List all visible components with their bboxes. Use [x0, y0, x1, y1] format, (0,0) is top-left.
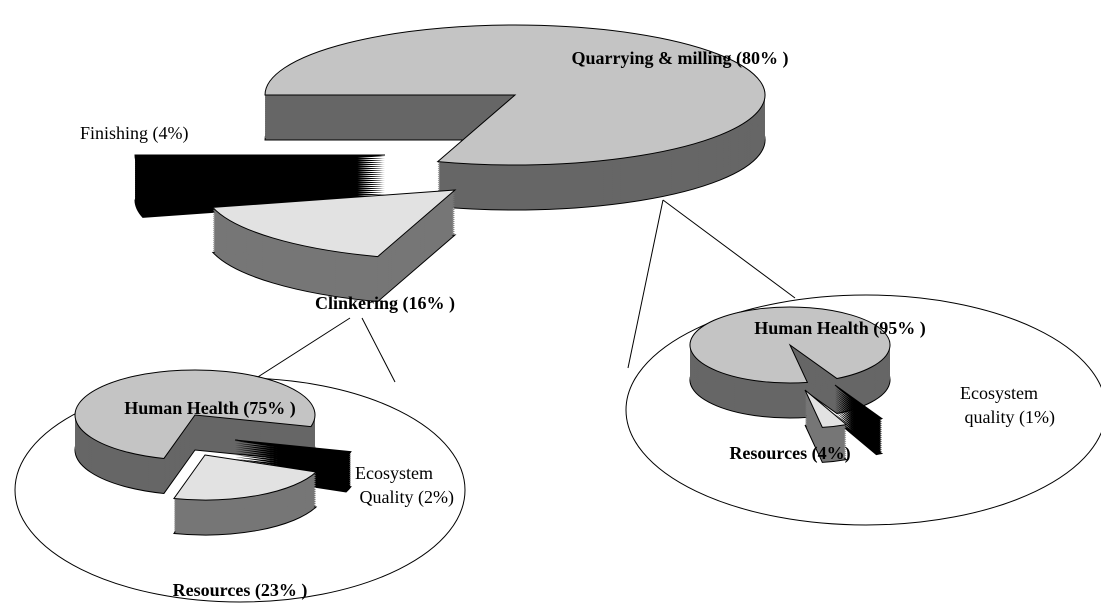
slice-label: Human Health (95% ) — [754, 318, 926, 339]
slice-top — [689, 306, 891, 384]
pie-slice — [74, 369, 316, 494]
connector — [361, 317, 396, 383]
slice-side — [235, 445, 351, 463]
pie-slice — [134, 154, 386, 218]
slice-top — [234, 439, 352, 458]
slice-top — [804, 389, 848, 428]
pie-slice — [264, 24, 766, 211]
connector — [662, 199, 796, 299]
label-line: Ecosystem — [355, 463, 433, 483]
slice-top — [211, 189, 457, 258]
pie-slice — [173, 454, 318, 536]
slice-side — [235, 449, 351, 467]
slice-label: Resources (23% ) — [173, 580, 308, 601]
connector — [627, 199, 664, 369]
labels: Quarrying & milling (80% ) Clinkering (16… — [80, 48, 1055, 601]
slice-side — [235, 459, 351, 477]
slice-label: Human Health (75% ) — [124, 398, 296, 419]
slice-top — [134, 154, 386, 173]
label-line: quality (1%) — [960, 407, 1055, 428]
slice-side — [235, 443, 351, 461]
slice-side — [235, 457, 351, 475]
slice-top — [834, 384, 884, 421]
label-line: Ecosystem — [960, 383, 1038, 403]
slice-top — [74, 369, 316, 459]
slice-label: Quarrying & milling (80% ) — [572, 48, 789, 69]
slice-side — [235, 455, 351, 473]
slice-label: Resources (4%) — [729, 443, 850, 464]
slice-label: Ecosystem Quality (2%) — [355, 463, 454, 508]
slice-top — [264, 24, 766, 166]
pies — [74, 24, 891, 536]
pie-slice — [689, 306, 891, 419]
pie-slice — [211, 189, 457, 303]
slice-top — [173, 454, 318, 501]
slice-label: Finishing (4%) — [80, 123, 189, 144]
label-line: Quality (2%) — [355, 487, 454, 508]
slice-label: Ecosystem quality (1%) — [960, 383, 1055, 428]
slice-side — [235, 453, 351, 471]
pie-slice — [804, 389, 848, 463]
slice-label: Clinkering (16% ) — [315, 293, 455, 314]
slice-side — [235, 451, 351, 469]
slice-side — [235, 447, 351, 465]
connector — [249, 317, 351, 383]
